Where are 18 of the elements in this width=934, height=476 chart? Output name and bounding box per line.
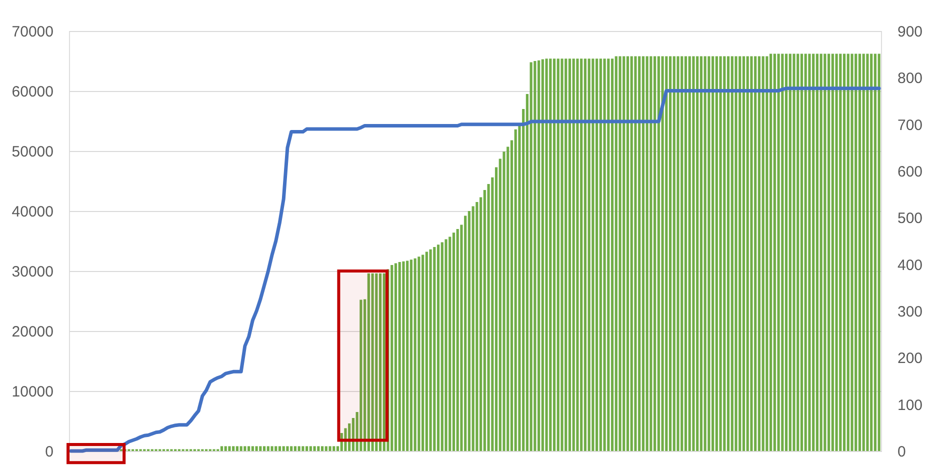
y-tick-label: 60000 xyxy=(12,84,54,100)
y2-tick-label: 100 xyxy=(898,396,923,414)
y-tick-label: 0 xyxy=(45,444,54,460)
y-tick-label: 10000 xyxy=(12,384,54,400)
y2-tick-label: 400 xyxy=(898,256,923,274)
y2-tick-label: 600 xyxy=(898,164,923,180)
y2-tick-label: 800 xyxy=(898,70,923,88)
y-tick-label: 50000 xyxy=(12,144,54,160)
y2-tick-label: 300 xyxy=(898,304,923,320)
y2-tick-label: 900 xyxy=(898,24,923,40)
y-tick-label: 20000 xyxy=(12,324,54,340)
y-tick-label: 70000 xyxy=(12,24,54,40)
y2-tick-label: 700 xyxy=(898,116,923,134)
y2-tick-label: 200 xyxy=(898,350,923,368)
y-tick-label: 30000 xyxy=(12,264,54,280)
y2-tick-label: 500 xyxy=(898,210,923,228)
y-tick-label: 40000 xyxy=(12,204,54,220)
y2-tick-label: 0 xyxy=(898,444,906,460)
